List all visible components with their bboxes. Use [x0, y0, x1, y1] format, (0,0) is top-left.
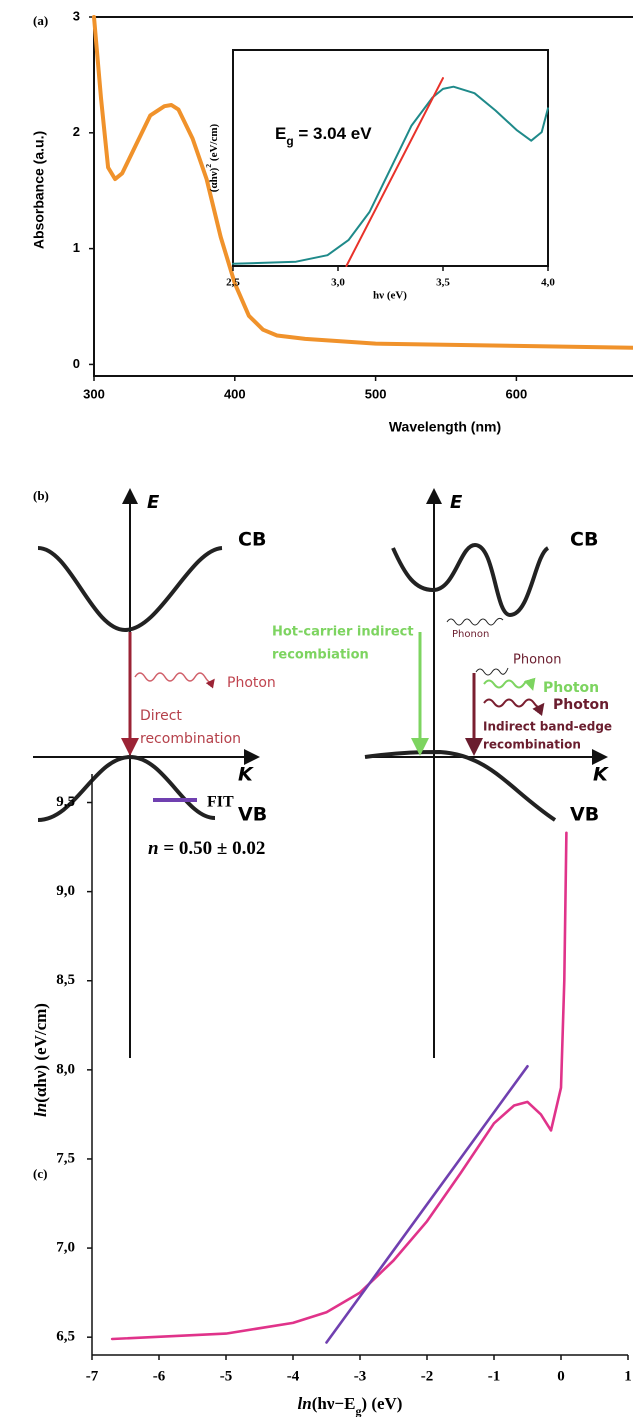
x-tick-label: 1 [624, 1368, 632, 1384]
text-part: E [275, 124, 286, 143]
photon-label: Photon [543, 680, 599, 696]
text-part: ln [31, 1103, 50, 1117]
y-tick-label: 1 [73, 240, 80, 255]
photon-wave [483, 698, 545, 716]
text-part: (eV/cm) [208, 123, 220, 163]
y-tick-label: 6,5 [56, 1329, 75, 1345]
y-tick-label: 3 [73, 8, 80, 23]
process-label: recombination [483, 738, 581, 752]
x-tick-label: 300 [83, 386, 105, 401]
y-axis-label: (αhν)2 (eV/cm) [204, 123, 219, 192]
y-tick-label: 7,0 [56, 1240, 75, 1256]
plot-frame [93, 16, 633, 377]
photon-wave [483, 677, 536, 691]
y-tick-label: 8,5 [56, 972, 75, 988]
plot-frame [232, 49, 549, 267]
x-tick-label: -1 [488, 1368, 501, 1384]
axis-label: K [593, 764, 609, 786]
phonon-label: Phonon [452, 629, 489, 640]
text-part: ln [298, 1394, 312, 1413]
axis-label: K [238, 764, 254, 786]
panel-b: (b) E CB VB K Photon Direct recombinatio… [33, 488, 612, 1058]
x-axis-label: hν (eV) [373, 290, 407, 302]
x-tick-label: 2,5 [226, 277, 240, 289]
process-label: recombination [140, 731, 241, 747]
process-label: Direct [140, 708, 182, 724]
data-line [345, 77, 444, 267]
x-tick-label: 3,0 [331, 277, 345, 289]
y-axis-label: ln(αhν) (eV/cm) [31, 1003, 50, 1117]
chart: 2,5 3,0 3,5 4,0 hν (eV) (αhν)2 (eV/cm) Eg = 3.… [204, 49, 555, 302]
chart: 3004005006007008000123(a)Wavelength (nm)… [31, 8, 633, 435]
y-tick-label: 2 [73, 124, 80, 139]
x-tick-label: 500 [365, 386, 387, 401]
x-axis-label: Wavelength (nm) [389, 419, 501, 435]
panel-label: (b) [33, 488, 49, 503]
band-label: CB [238, 529, 266, 551]
text-part: (αhν) (eV/cm) [31, 1003, 50, 1103]
process-label: Indirect band-edge [483, 720, 612, 734]
y-axis-label: Absorbance (a.u.) [31, 131, 47, 249]
x-axis-label: ln(hν−Eg) (eV) [298, 1394, 403, 1417]
annotation: n = 0.50 ± 0.02 [148, 838, 265, 859]
phonon-wave [446, 617, 504, 626]
x-tick-label: 3,5 [436, 277, 450, 289]
text-part: = 3.04 eV [294, 124, 373, 143]
x-tick-label: -4 [287, 1368, 300, 1384]
y-tick-label: 9,5 [56, 794, 75, 810]
phonon-wave [475, 667, 509, 676]
process-label: recombiation [272, 648, 369, 663]
legend-label: FIT [207, 794, 234, 811]
chart: -7 -6 -5 -4 -3 -2 -1 0 1 6,5 7,0 7,5 8,0 8,5 9,0 9,5 FIT… [31, 774, 632, 1417]
text-part: 2 [204, 164, 213, 168]
panel-label: (a) [33, 13, 48, 28]
text-part: = 0.50 ± 0.02 [159, 838, 266, 859]
vb-curve [37, 754, 216, 822]
phonon-label: Phonon [513, 653, 561, 668]
cb-curve [391, 542, 550, 618]
x-tick-label: 600 [506, 386, 528, 401]
vb-curve [364, 749, 557, 822]
y-tick-label: 9,0 [56, 883, 75, 899]
data-line [232, 85, 549, 265]
panel-label: (c) [33, 1166, 47, 1181]
x-tick-label: 400 [224, 386, 246, 401]
data-line [325, 1065, 529, 1344]
photon-label: Photon [227, 675, 276, 691]
annotation: Eg = 3.04 eV [275, 124, 372, 148]
data-line [92, 15, 633, 350]
data-line [110, 831, 568, 1341]
axis-label: E [147, 492, 160, 513]
x-tick-label: -6 [153, 1368, 166, 1384]
y-tick-label: 8,0 [56, 1061, 75, 1077]
text-part: ) (eV) [361, 1394, 402, 1413]
band-label: VB [238, 804, 267, 826]
x-tick-label: 4,0 [541, 277, 555, 289]
x-tick-label: -3 [354, 1368, 367, 1384]
x-tick-label: -5 [220, 1368, 233, 1384]
text-part: g [355, 1404, 361, 1417]
y-tick-label: 0 [73, 356, 80, 371]
axis-label: E [450, 492, 463, 513]
x-tick-label: -7 [86, 1368, 99, 1384]
process-label: Hot-carrier indirect [272, 625, 414, 640]
band-label: VB [570, 804, 599, 826]
photon-wave [134, 672, 215, 689]
text-part: g [286, 134, 293, 148]
x-tick-label: 0 [557, 1368, 565, 1384]
x-tick-label: -2 [421, 1368, 434, 1384]
band-label: CB [570, 529, 598, 551]
text-part: (αhν) [208, 167, 220, 192]
text-part: (hν−E [312, 1394, 356, 1413]
y-tick-label: 7,5 [56, 1150, 75, 1166]
cb-curve [37, 546, 223, 633]
text-part: n [148, 838, 159, 859]
photon-label: Photon [553, 697, 609, 713]
